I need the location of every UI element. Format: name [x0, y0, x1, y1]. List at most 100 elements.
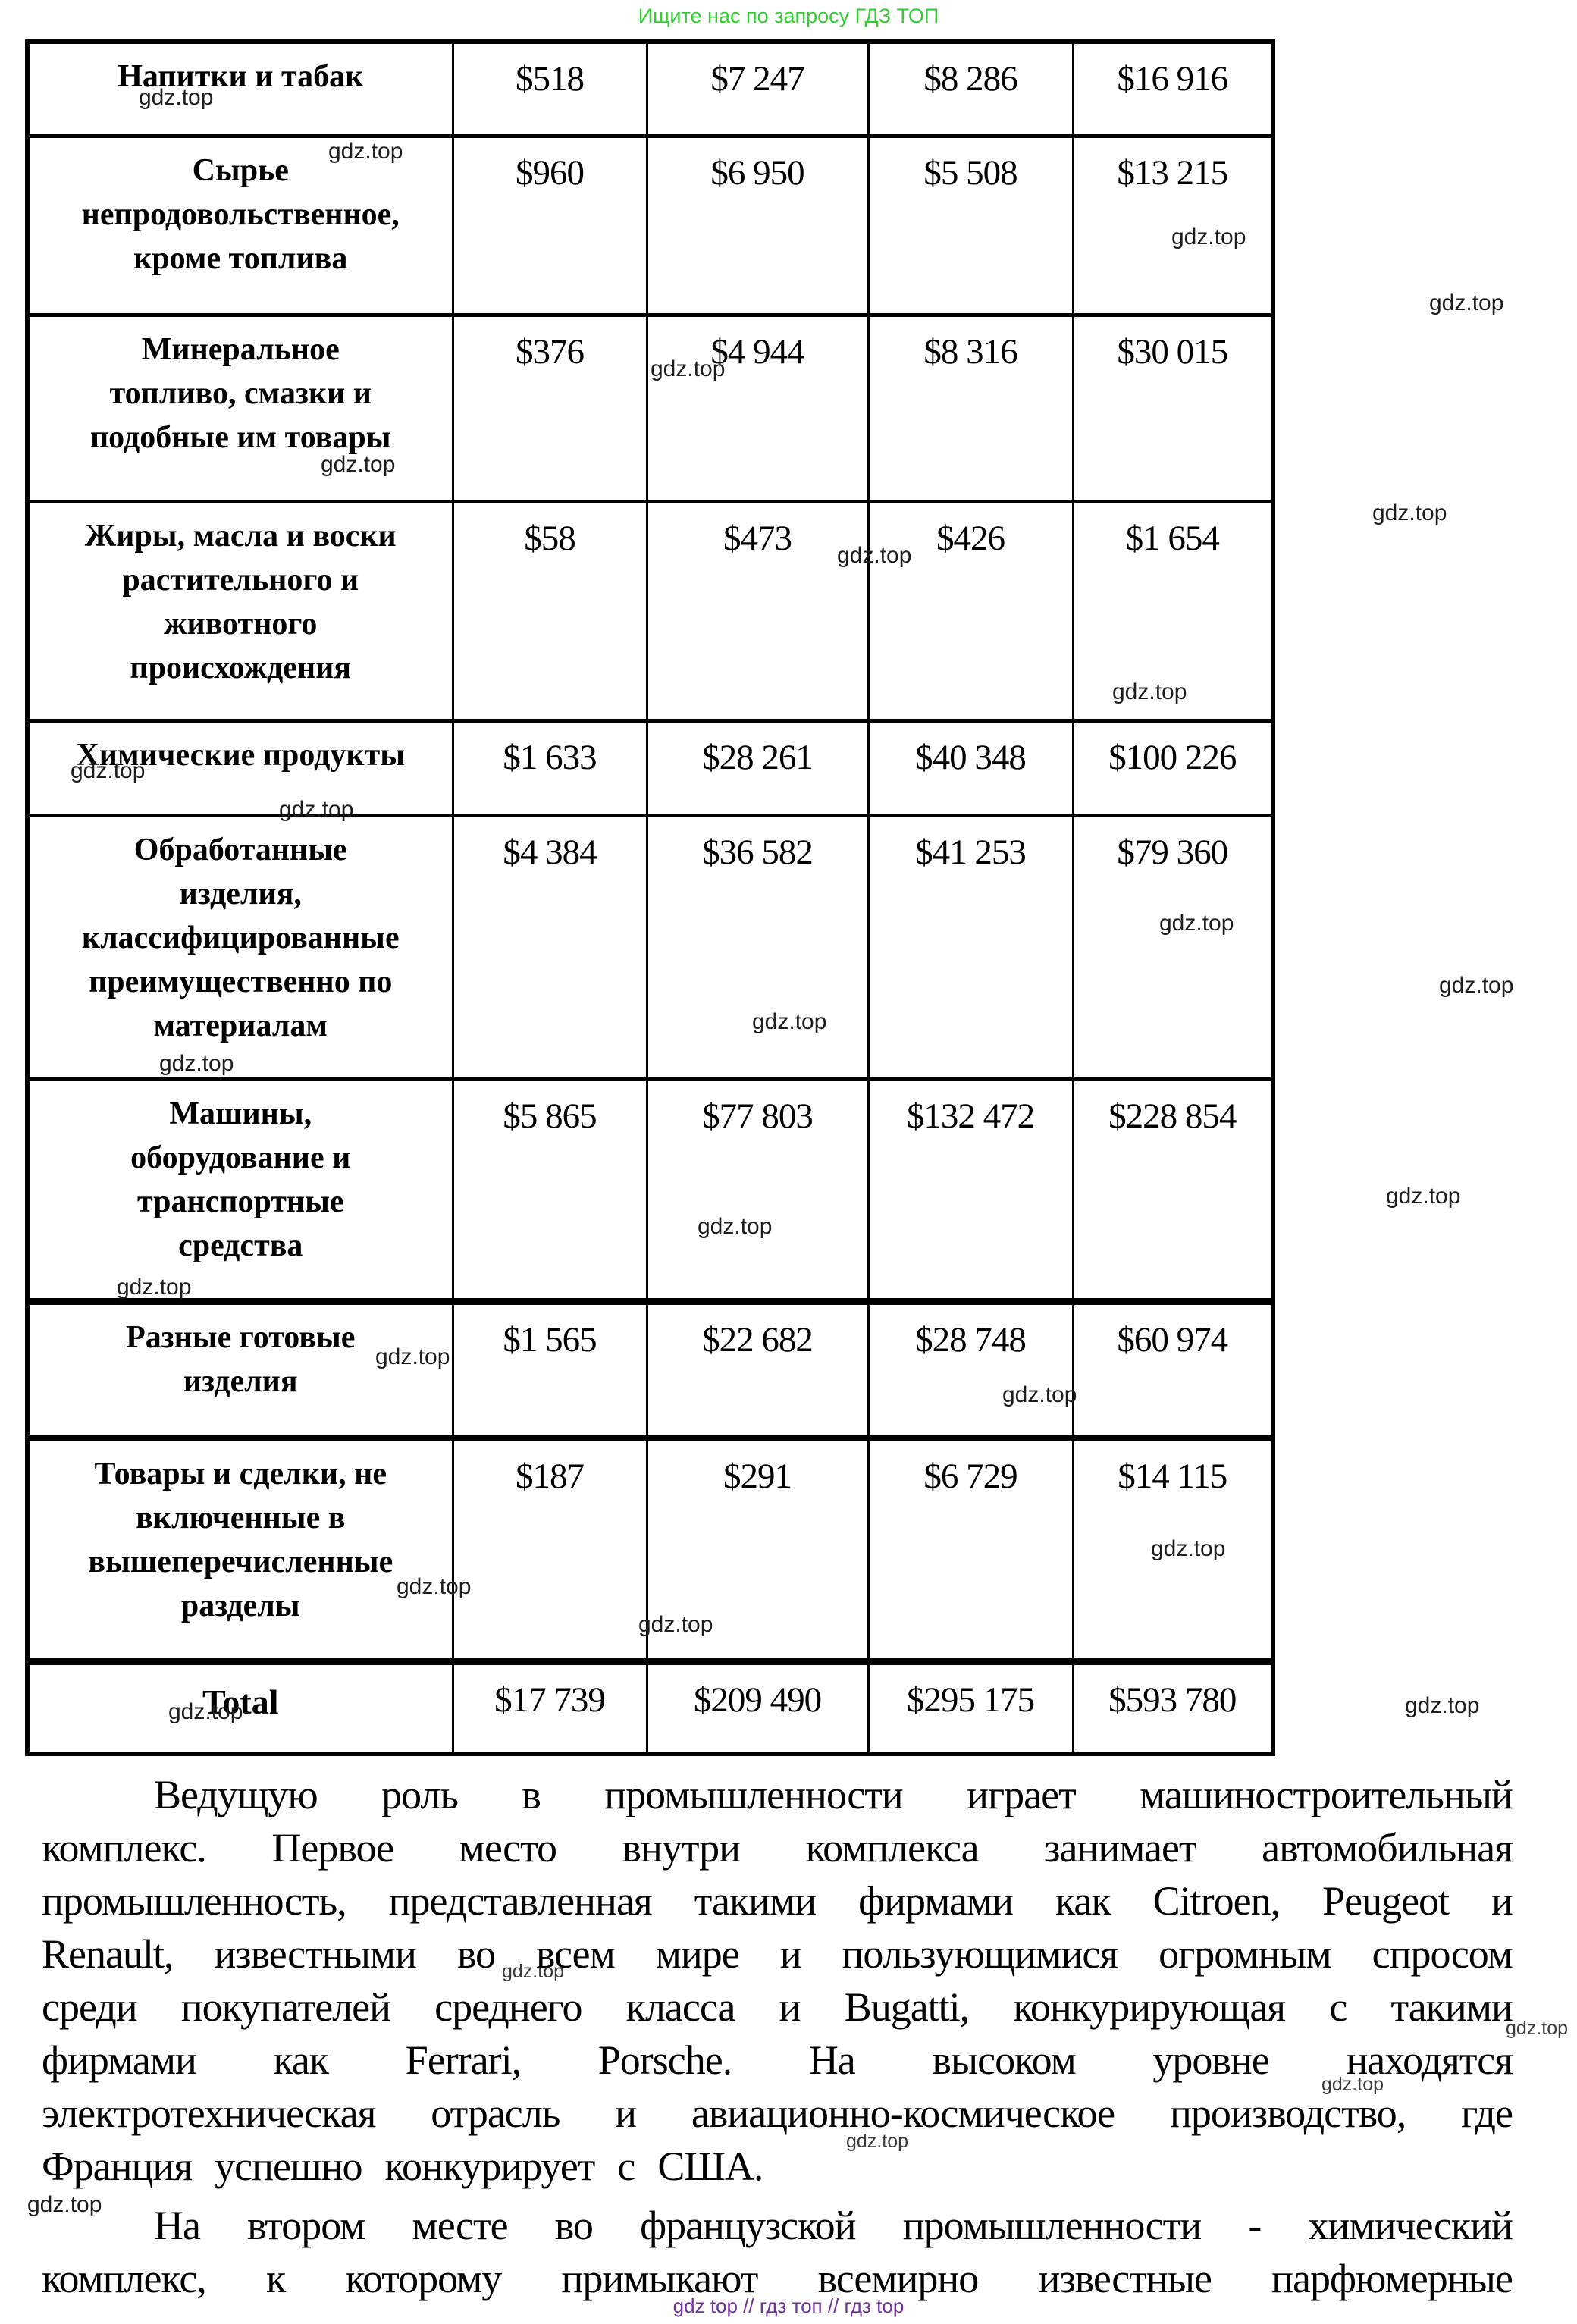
- value-cell: $6 729: [867, 1436, 1074, 1665]
- article-line: комплекс, к которому примыкают всемирно извес…: [42, 2256, 1513, 2301]
- value-cell: $41 253: [867, 814, 1074, 1081]
- category-cell: Минеральное топливо, смазки и подобные и…: [26, 313, 454, 503]
- table-row: Разные готовые изделия $1 565 $22 682 $2…: [26, 1300, 1274, 1441]
- label-line: Товары и сделки, не: [94, 1456, 387, 1491]
- gdz-watermark: gdz.top: [1321, 2074, 1384, 2095]
- label-line: Обработанные: [133, 832, 347, 867]
- gdz-watermark: gdz.top: [638, 1612, 713, 1637]
- gdz-watermark: gdz.top: [397, 1574, 472, 1599]
- gdz-watermark: gdz.top: [1439, 973, 1514, 998]
- value-cell: $426: [867, 500, 1074, 723]
- value-cell: $132 472: [867, 1077, 1074, 1305]
- value-cell: $1 565: [451, 1300, 648, 1441]
- table-row: Total $17 739 $209 490 $295 175 $593 780: [26, 1660, 1274, 1756]
- label-line: подобные им товары: [89, 419, 391, 455]
- gdz-watermark: gdz.top: [1151, 1536, 1226, 1561]
- value-cell: $1 633: [451, 719, 648, 817]
- value-cell: $960: [451, 134, 648, 317]
- gdz-watermark: gdz.top: [159, 1051, 234, 1076]
- value-cell: $60 974: [1071, 1300, 1274, 1441]
- gdz-watermark: gdz.top: [71, 758, 146, 783]
- value-cell: $79 360: [1071, 814, 1274, 1081]
- article-line: На втором месте во французской промышленности…: [154, 2203, 1513, 2248]
- gdz-watermark: gdz.top: [321, 452, 396, 477]
- label-line: классифицированные: [81, 920, 400, 955]
- category-cell: Жиры, масла и воски растительного и живо…: [26, 500, 454, 723]
- article-line: Ведущую роль в промышленности играет машиност…: [154, 1772, 1513, 1817]
- value-cell: $16 916: [1071, 40, 1274, 138]
- gdz-watermark: gdz.top: [837, 543, 912, 568]
- gdz-watermark: gdz.top: [752, 1009, 827, 1034]
- value-cell: $13 215: [1071, 134, 1274, 317]
- table-row: Товары и сделки, не включенные в вышепер…: [26, 1436, 1274, 1665]
- article-line: Renault, известными во всем мире и пользующими…: [42, 1931, 1513, 1977]
- table-row: Напитки и табак $518 $7 247 $8 286 $16 9…: [26, 40, 1274, 138]
- gdz-watermark: gdz.top: [117, 1275, 192, 1300]
- value-cell: $7 247: [645, 40, 870, 138]
- gdz-watermark: gdz.top: [651, 356, 726, 381]
- gdz-watermark: gdz.top: [1405, 1693, 1480, 1718]
- label-line: транспортные: [136, 1184, 344, 1219]
- value-cell: $473: [645, 500, 870, 723]
- gdz-watermark: gdz.top: [1372, 500, 1447, 525]
- label-line: Жиры, масла и воски: [84, 518, 397, 554]
- table-row: Жиры, масла и воски растительного и живо…: [26, 500, 1274, 723]
- value-cell: $28 261: [645, 719, 870, 817]
- value-cell: $17 739: [451, 1660, 648, 1756]
- label-line: растительного и: [122, 562, 359, 597]
- label-line: Напитки и табак: [118, 59, 364, 94]
- value-cell: $4 384: [451, 814, 648, 1081]
- category-cell: Разные готовые изделия: [26, 1300, 454, 1441]
- gdz-watermark: gdz.top: [1171, 224, 1246, 249]
- category-cell: Химические продукты: [26, 719, 454, 817]
- value-cell: $100 226: [1071, 719, 1274, 817]
- label-line: материалам: [153, 1008, 328, 1043]
- label-line: кроме топлива: [133, 240, 348, 276]
- value-cell: $295 175: [867, 1660, 1074, 1756]
- gdz-watermark: gdz.top: [375, 1344, 450, 1369]
- label-line: изделия: [183, 1363, 298, 1399]
- gdz-watermark: gdz.top: [1386, 1184, 1461, 1209]
- value-cell: $209 490: [645, 1660, 870, 1756]
- article-line: электротехническая отрасль и авиационно-кос…: [42, 2090, 1513, 2136]
- value-cell: $4 944: [645, 313, 870, 503]
- label-line: преимущественно по: [89, 964, 393, 999]
- gdz-watermark: gdz.top: [328, 139, 403, 164]
- value-cell: $8 316: [867, 313, 1074, 503]
- label-line: вышеперечисленные: [88, 1544, 393, 1579]
- category-cell: Напитки и табак: [26, 40, 454, 138]
- gdz-watermark: gdz.top: [846, 2131, 909, 2152]
- table-row: Минеральное топливо, смазки и подобные и…: [26, 313, 1274, 503]
- value-cell: $187: [451, 1436, 648, 1665]
- label-line: Химические продукты: [76, 737, 406, 773]
- article-line: комплекс. Первое место внутри комплекса заним…: [42, 1825, 1513, 1871]
- article-line: промышленность, представленная такими фирма…: [42, 1878, 1513, 1924]
- value-cell: $6 950: [645, 134, 870, 317]
- label-line: топливо, смазки и: [109, 375, 372, 411]
- gdz-watermark: gdz.top: [502, 1961, 565, 1982]
- value-cell: $22 682: [645, 1300, 870, 1441]
- value-cell: $593 780: [1071, 1660, 1274, 1756]
- label-line: происхождения: [130, 650, 352, 685]
- category-cell: Обработанные изделия, классифицированные…: [26, 814, 454, 1081]
- table-row: Обработанные изделия, классифицированные…: [26, 814, 1274, 1081]
- gdz-watermark: gdz.top: [1159, 911, 1234, 936]
- gdz-watermark: gdz.top: [1112, 679, 1187, 704]
- article-line: фирмами как Ferrari, Porsche. На высоком уровн…: [42, 2037, 1513, 2083]
- category-cell: Машины, оборудование и транспортные сред…: [26, 1077, 454, 1305]
- value-cell: $1 654: [1071, 500, 1274, 723]
- label-line: включенные в: [136, 1500, 346, 1535]
- value-cell: $376: [451, 313, 648, 503]
- label-line: непродовольственное,: [81, 196, 400, 232]
- gdz-watermark: gdz.top: [698, 1214, 773, 1239]
- label-line: изделия,: [179, 876, 302, 911]
- footer-watermark: gdz top // гдз топ // гдз top: [672, 2294, 905, 2317]
- article-line: Франция успешно конкурирует с США.: [42, 2144, 763, 2189]
- promo-banner: Ищите нас по запросу ГДЗ ТОП: [638, 5, 939, 27]
- total-cell: Total: [26, 1660, 454, 1756]
- article-line: среди покупателей среднего класса и Bugatti, к…: [42, 1984, 1513, 2030]
- value-cell: $5 865: [451, 1077, 648, 1305]
- value-cell: $291: [645, 1436, 870, 1665]
- value-cell: $30 015: [1071, 313, 1274, 503]
